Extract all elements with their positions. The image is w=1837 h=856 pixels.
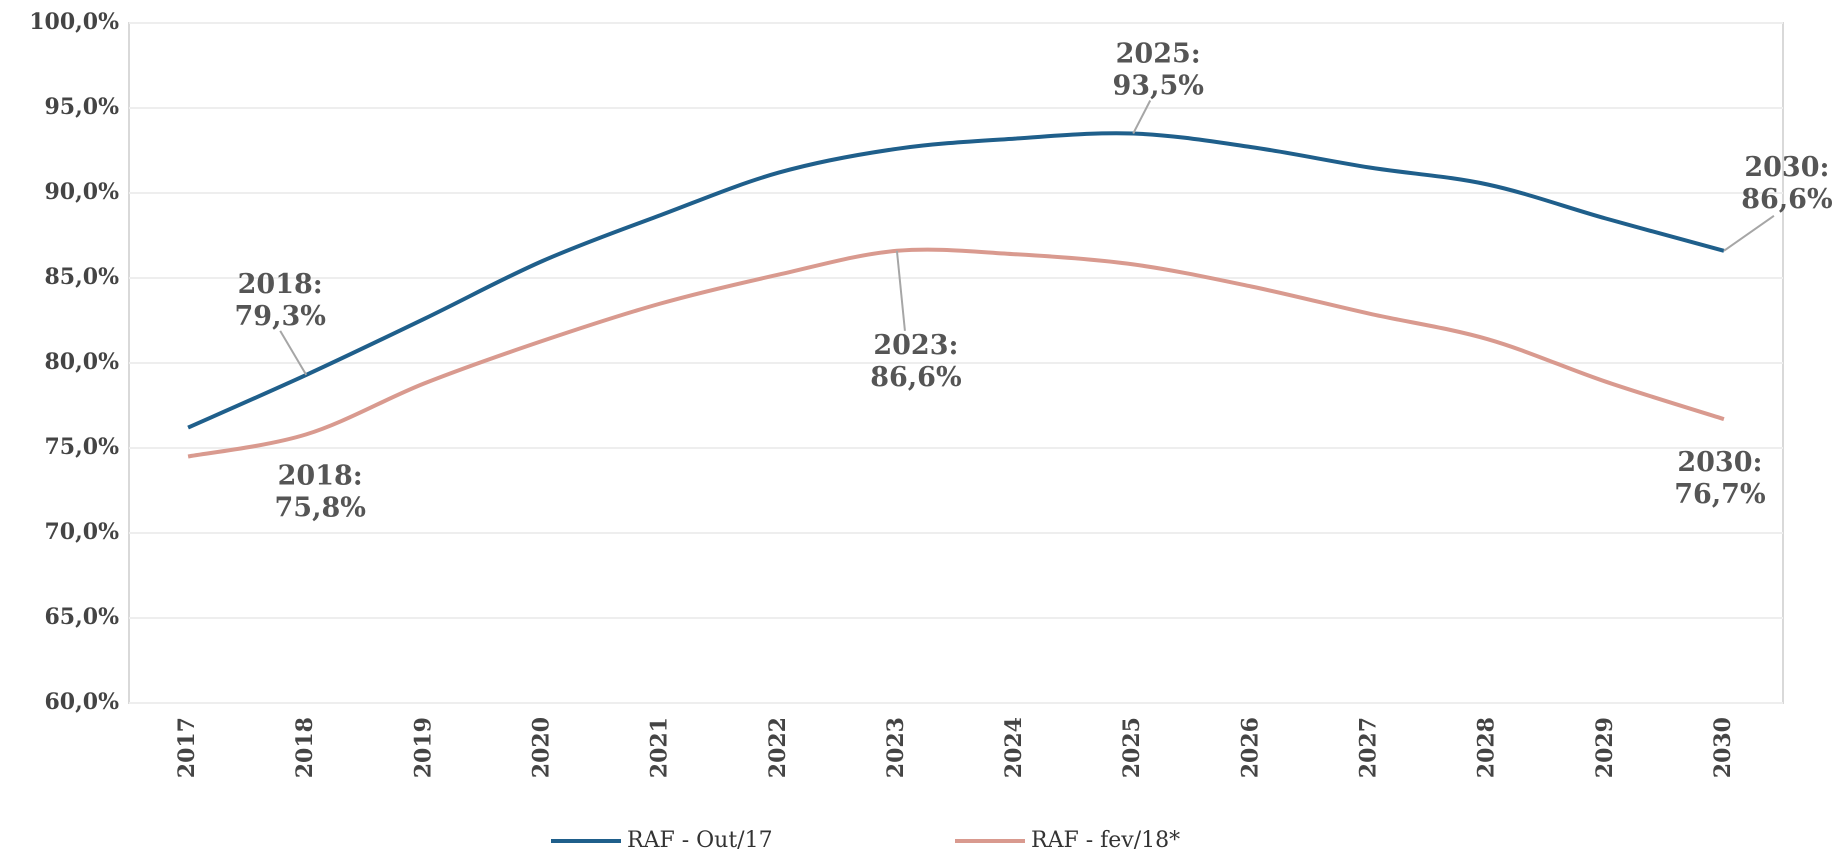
x-tick-label: 2018 bbox=[292, 717, 318, 778]
y-tick-label: 95,0% bbox=[45, 94, 120, 120]
data-label-line: 79,3% bbox=[235, 300, 326, 331]
data-label: 2030: 86,6% bbox=[1741, 151, 1832, 214]
data-label: 2023: 86,6% bbox=[870, 329, 961, 392]
y-tick-label: 85,0% bbox=[45, 264, 120, 290]
data-label: 2018: 75,8% bbox=[275, 460, 366, 523]
y-tick-label: 80,0% bbox=[45, 349, 120, 375]
x-tick-label: 2022 bbox=[765, 717, 791, 778]
y-tick-label: 100,0% bbox=[29, 9, 119, 35]
data-label-line: 93,5% bbox=[1113, 70, 1204, 101]
x-tick-label: 2017 bbox=[174, 717, 200, 778]
data-label-line: 2018: bbox=[238, 268, 323, 299]
y-tick-label: 70,0% bbox=[45, 519, 120, 545]
y-tick-label: 75,0% bbox=[45, 434, 120, 460]
leader-line bbox=[1723, 214, 1775, 252]
leader-line bbox=[895, 250, 906, 331]
x-tick-label: 2030 bbox=[1710, 717, 1736, 778]
leader-line bbox=[279, 330, 308, 376]
legend-label: RAF - Out/17 bbox=[627, 828, 773, 853]
data-label-line: 2023: bbox=[873, 329, 958, 360]
data-label: 2025: 93,5% bbox=[1113, 38, 1204, 101]
data-label-line: 86,6% bbox=[1741, 183, 1832, 214]
x-tick-label: 2020 bbox=[529, 717, 555, 778]
data-label: 2018: 79,3% bbox=[235, 268, 326, 331]
x-tick-label: 2026 bbox=[1237, 717, 1263, 778]
data-label-line: 2030: bbox=[1677, 447, 1762, 478]
series-line bbox=[187, 131, 1725, 430]
data-label-line: 86,6% bbox=[870, 361, 961, 392]
data-label-line: 2025: bbox=[1116, 38, 1201, 69]
data-label-line: 2030: bbox=[1744, 151, 1829, 182]
y-tick-label: 65,0% bbox=[45, 604, 120, 630]
y-tick-label: 60,0% bbox=[45, 689, 120, 715]
leader-line bbox=[1132, 100, 1152, 134]
legend-label: RAF - fev/18* bbox=[1031, 828, 1180, 853]
x-tick-label: 2021 bbox=[647, 717, 673, 778]
data-label-line: 75,8% bbox=[275, 492, 366, 523]
data-label-line: 2018: bbox=[278, 460, 363, 491]
data-label: 2030: 76,7% bbox=[1674, 447, 1765, 510]
x-tick-label: 2019 bbox=[410, 717, 436, 778]
x-tick-label: 2027 bbox=[1356, 717, 1382, 778]
x-tick-label: 2028 bbox=[1474, 717, 1500, 778]
x-tick-label: 2025 bbox=[1119, 717, 1145, 778]
y-tick-label: 90,0% bbox=[45, 179, 120, 205]
x-tick-label: 2024 bbox=[1001, 717, 1027, 778]
data-label-line: 76,7% bbox=[1674, 479, 1765, 510]
x-tick-label: 2023 bbox=[883, 717, 909, 778]
x-tick-label: 2029 bbox=[1592, 717, 1618, 778]
series-line bbox=[187, 247, 1725, 459]
